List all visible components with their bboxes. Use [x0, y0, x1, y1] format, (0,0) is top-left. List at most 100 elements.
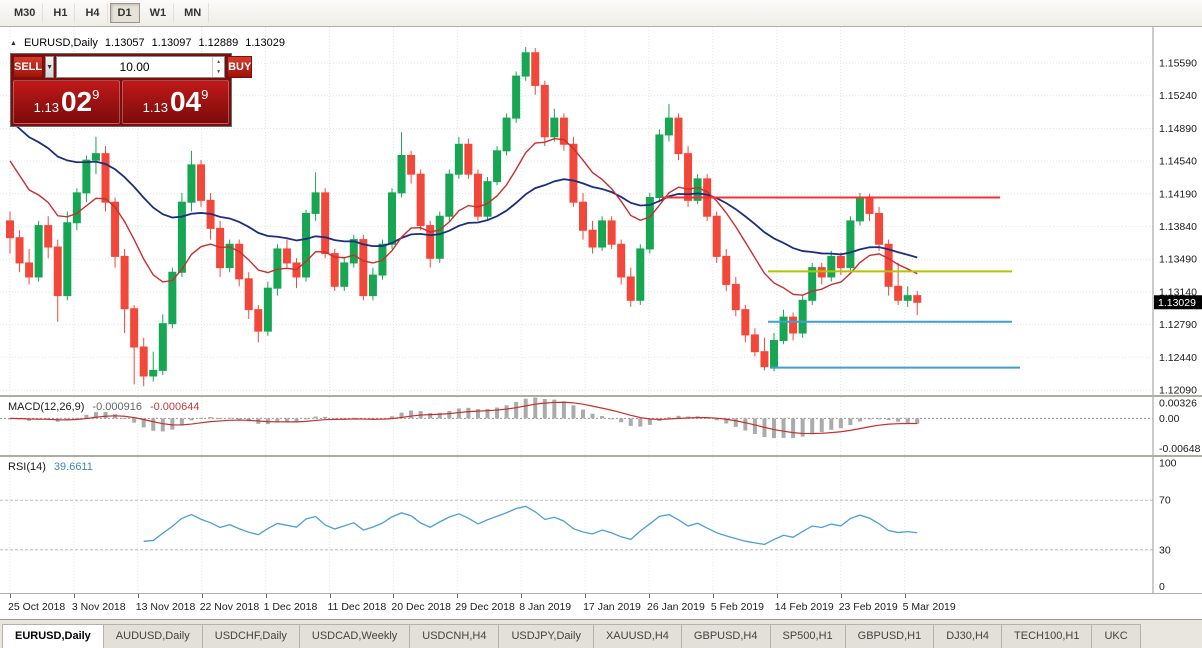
date-label: 22 Nov 2018: [199, 601, 260, 613]
date-tick: [329, 594, 331, 598]
sell-price-prefix: 1.13: [33, 100, 59, 115]
chart-tab-usdjpy-daily[interactable]: USDJPY,Daily: [498, 624, 594, 648]
collapse-one-click-icon[interactable]: ▲: [10, 39, 17, 47]
volume-dropdown-button[interactable]: ▼: [45, 56, 55, 78]
date-label: 11 Dec 2018: [327, 601, 387, 613]
chart-tab-audusd-daily[interactable]: AUDUSD,Daily: [102, 624, 203, 648]
svg-text:1.13840: 1.13840: [1159, 221, 1197, 233]
macd-chart-canvas[interactable]: 0.00326 0.00 -0.00648: [0, 397, 1202, 455]
chart-tab-ukc[interactable]: UKC: [1091, 624, 1141, 648]
svg-text:1.14890: 1.14890: [1159, 123, 1197, 135]
svg-text:0.00: 0.00: [1159, 413, 1180, 425]
volume-stepper: ▲ ▼: [212, 57, 224, 77]
buy-price-prefix: 1.13: [142, 100, 168, 115]
volume-field-wrap: ▲ ▼: [56, 56, 226, 78]
volume-increment-button[interactable]: ▲: [216, 58, 222, 65]
volume-decrement-button[interactable]: ▼: [216, 68, 222, 75]
rsi-chart-canvas[interactable]: 100 70 30 0: [0, 457, 1202, 593]
buy-price-pip: 9: [201, 87, 209, 102]
timeframe-toolbar: M30 H1 H4 D1 W1 MN: [0, 0, 1202, 27]
date-label: 29 Dec 2018: [455, 601, 515, 613]
chart-tab-usdcnh-h4[interactable]: USDCNH,H4: [409, 624, 500, 648]
date-label: 26 Jan 2019: [647, 601, 705, 613]
svg-text:1.13029: 1.13029: [1158, 297, 1196, 309]
macd-label: MACD(12,26,9) -0.000916 -0.000644: [8, 401, 200, 413]
timeframe-button-d1[interactable]: D1: [109, 3, 140, 23]
sell-button[interactable]: SELL: [13, 56, 44, 78]
sell-price-main: 02: [60, 86, 93, 117]
svg-text:1.14190: 1.14190: [1159, 188, 1197, 200]
svg-text:70: 70: [1159, 495, 1171, 507]
svg-text:1.15240: 1.15240: [1159, 90, 1197, 102]
rsi-pane: 100 70 30 0 RSI(14) 39.6611: [0, 457, 1202, 593]
date-tick: [585, 594, 587, 598]
chart-tab-usdcad-weekly[interactable]: USDCAD,Weekly: [298, 624, 411, 648]
date-tick: [73, 594, 75, 598]
date-tick: [904, 594, 906, 598]
svg-text:1.15590: 1.15590: [1159, 58, 1197, 70]
svg-text:1.12090: 1.12090: [1159, 385, 1197, 396]
date-tick: [649, 594, 650, 598]
date-tick: [521, 594, 523, 598]
chart-tab-dj30-h4[interactable]: DJ30,H4: [933, 624, 1003, 648]
svg-text:1.13490: 1.13490: [1159, 254, 1197, 266]
date-tick: [10, 594, 11, 598]
date-tick: [137, 594, 139, 598]
date-tick: [265, 594, 267, 598]
buy-price-display[interactable]: 1.13 04 9: [122, 80, 229, 124]
chart-tab-sp500-h1[interactable]: SP500,H1: [769, 624, 846, 648]
buy-price-main: 04: [169, 86, 202, 117]
svg-text:1.12440: 1.12440: [1159, 352, 1197, 364]
date-label: 14 Feb 2019: [774, 601, 834, 613]
svg-text:-0.00648: -0.00648: [1159, 443, 1201, 455]
ohlc-close: 1.13029: [245, 37, 285, 49]
date-label: 25 Oct 2018: [8, 601, 66, 613]
ohlc-low: 1.12889: [198, 37, 239, 49]
sell-price-pip: 9: [92, 87, 100, 102]
pane-splitter[interactable]: [0, 395, 1202, 397]
sell-price-display[interactable]: 1.13 02 9: [13, 80, 120, 124]
date-tick: [712, 594, 714, 598]
buy-button[interactable]: BUY: [227, 56, 253, 78]
svg-text:100: 100: [1159, 458, 1177, 470]
chart-tab-usdchf-daily[interactable]: USDCHF,Daily: [201, 624, 300, 648]
pane-splitter[interactable]: [0, 455, 1202, 457]
chart-symbol: EURUSD,Daily: [23, 37, 98, 49]
timeframe-button-h4[interactable]: H4: [77, 3, 108, 23]
chart-tab-xauusd-h4[interactable]: XAUUSD,H4: [592, 624, 682, 648]
date-axis[interactable]: 25 Oct 2018 3 Nov 2018 13 Nov 2018 22 Nov 2…: [0, 593, 1202, 619]
rsi-label: RSI(14) 39.6611: [8, 461, 93, 473]
date-label: 20 Dec 2018: [391, 601, 451, 613]
chart-header: ▲ EURUSD,Daily 1.13057 1.13097 1.12889 1…: [10, 37, 285, 49]
date-label: 8 Jan 2019: [519, 601, 572, 613]
main-price-pane: 1.15590 1.15240 1.14890 1.14540 1.14190 1.138…: [0, 27, 1202, 395]
svg-text:0: 0: [1159, 581, 1165, 593]
main-chart-canvas[interactable]: 1.15590 1.15240 1.14890 1.14540 1.14190 1.138…: [0, 27, 1202, 395]
timeframe-button-w1[interactable]: W1: [142, 3, 175, 23]
timeframe-button-h1[interactable]: H1: [45, 3, 76, 23]
chart-tab-gbpusd-h1[interactable]: GBPUSD,H1: [844, 624, 935, 648]
date-label: 13 Nov 2018: [135, 601, 196, 613]
date-label: 3 Nov 2018: [71, 601, 126, 613]
rsi-value: 39.6611: [53, 461, 93, 473]
rsi-name: RSI(14): [8, 461, 46, 473]
macd-value-signal: -0.000644: [149, 401, 200, 413]
date-label: 23 Feb 2019: [838, 601, 898, 613]
volume-input[interactable]: [57, 57, 213, 77]
macd-name: MACD(12,26,9): [8, 401, 85, 413]
svg-text:1.14540: 1.14540: [1159, 156, 1197, 168]
macd-pane: 0.00326 0.00 -0.00648 MACD(12,26,9) -0.000…: [0, 397, 1202, 455]
date-label: 17 Jan 2019: [583, 601, 641, 613]
chevron-down-icon: ▼: [46, 63, 54, 71]
timeframe-button-mn[interactable]: MN: [176, 3, 210, 23]
chart-tab-eurusd-daily[interactable]: EURUSD,Daily: [2, 624, 104, 648]
date-tick: [201, 594, 203, 598]
svg-text:1.12790: 1.12790: [1159, 319, 1197, 331]
date-label: 5 Mar 2019: [902, 601, 956, 613]
ohlc-open: 1.13057: [104, 37, 145, 49]
timeframe-button-m30[interactable]: M30: [6, 3, 44, 23]
date-label: 5 Feb 2019: [710, 601, 765, 613]
chart-tab-gbpusd-h4[interactable]: GBPUSD,H4: [680, 624, 771, 648]
chart-tab-tech100-h1[interactable]: TECH100,H1: [1001, 624, 1093, 648]
